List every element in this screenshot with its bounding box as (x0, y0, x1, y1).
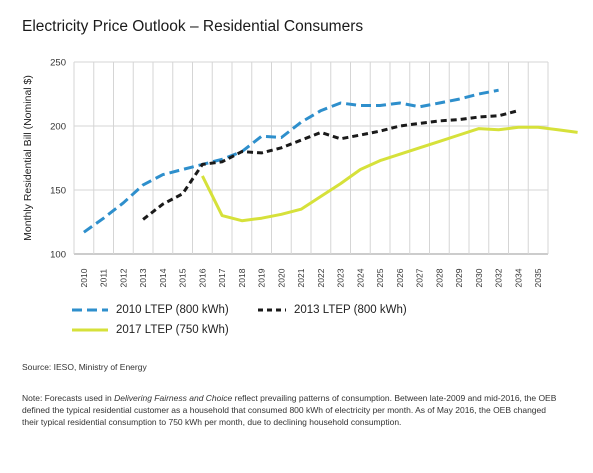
x-tick-label: 2022 (316, 268, 326, 287)
x-tick-label: 2030 (474, 268, 484, 287)
x-tick-label: 2010 (79, 268, 89, 287)
legend-swatch-2013 (258, 308, 286, 312)
x-tick-label: 2015 (178, 268, 188, 287)
y-tick-label: 150 (50, 186, 66, 197)
legend-swatch-2017 (72, 328, 108, 332)
y-axis-label: Monthly Residential Bill (Nominal $) (22, 75, 34, 241)
series-lines (83, 88, 578, 234)
x-tick-label: 2032 (494, 268, 504, 287)
x-tick-label: 2021 (296, 268, 306, 287)
chart-title: Electricity Price Outlook – Residential … (22, 18, 364, 35)
x-tick-labels: 2010 2011 2012 2013 2014 2015 2016 2017 2018 2019… (79, 268, 543, 287)
legend-label-2013: 2013 LTEP (800 kWh) (294, 304, 407, 316)
y-tick-labels: 100 150 200 250 (50, 58, 66, 261)
x-tick-label: 2019 (257, 268, 267, 287)
note-prefix: Note: Forecasts used in (22, 393, 115, 403)
legend-item-2017: 2017 LTEP (750 kWh) (72, 324, 229, 336)
series-line-0 (83, 88, 499, 234)
series-line-1 (142, 109, 519, 221)
legend-item-2013: 2013 LTEP (800 kWh) (258, 304, 407, 316)
x-tick-label: 2011 (99, 269, 109, 288)
legend-item-2010: 2010 LTEP (800 kWh) (72, 304, 229, 316)
x-tick-label: 2013 (138, 268, 148, 287)
note-text: Note: Forecasts used in Delivering Fairn… (22, 392, 562, 428)
gridlines (73, 61, 549, 255)
x-tick-label: 2035 (533, 268, 543, 287)
source-text: Source: IESO, Ministry of Energy (22, 362, 147, 372)
x-tick-label: 2018 (237, 268, 247, 287)
x-tick-label: 2014 (158, 268, 168, 287)
x-tick-label: 2034 (513, 268, 523, 287)
x-tick-label: 2024 (355, 268, 365, 287)
legend-swatch-2010 (72, 308, 108, 312)
y-tick-label: 100 (50, 250, 66, 261)
x-tick-label: 2016 (197, 268, 207, 287)
x-tick-label: 2020 (276, 268, 286, 287)
note-suffix: reflect prevailing patterns of consumpti… (22, 393, 557, 427)
y-tick-label: 250 (50, 58, 66, 69)
x-tick-label: 2017 (217, 268, 227, 287)
legend-label-2017: 2017 LTEP (750 kWh) (116, 324, 229, 336)
x-tick-label: 2027 (415, 268, 425, 287)
series-line-2 (201, 125, 578, 223)
note-italic: Delivering Fairness and Choice (114, 393, 233, 403)
x-tick-label: 2028 (434, 268, 444, 287)
x-tick-label: 2012 (118, 268, 128, 287)
x-tick-label: 2029 (454, 268, 464, 287)
x-tick-label: 2026 (395, 268, 405, 287)
legend-label-2010: 2010 LTEP (800 kWh) (116, 304, 229, 316)
y-tick-label: 200 (50, 122, 66, 133)
x-tick-label: 2023 (336, 268, 346, 287)
x-tick-label: 2025 (375, 268, 385, 287)
